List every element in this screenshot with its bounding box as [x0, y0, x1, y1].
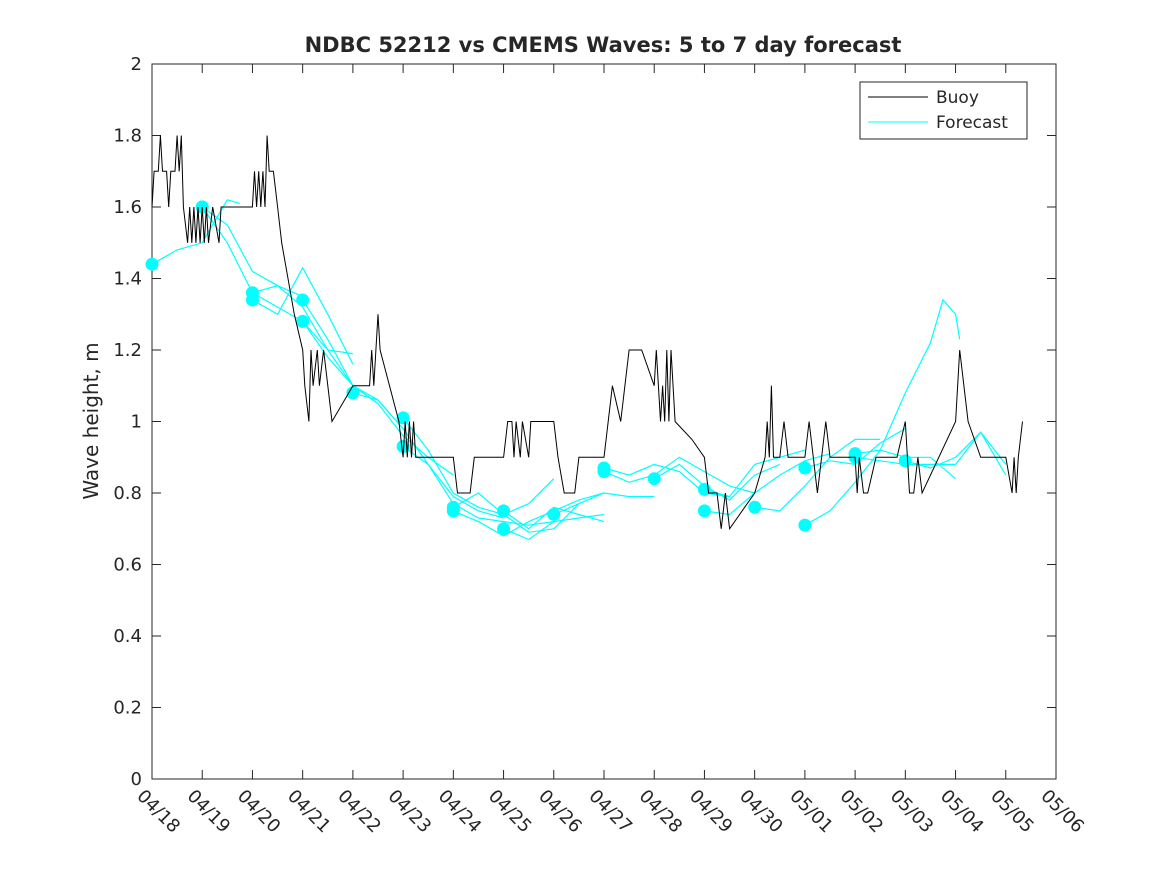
- forecast-line: [402, 417, 555, 516]
- x-tick-label: 05/04: [936, 786, 988, 838]
- x-tick-label: 04/28: [635, 786, 687, 838]
- forecast-start-point: [497, 522, 511, 536]
- y-axis-label: Wave height, m: [79, 342, 103, 499]
- x-tick-label: 05/01: [785, 786, 837, 838]
- forecast-start-point: [145, 257, 159, 271]
- y-tick-label: 0: [131, 769, 142, 790]
- y-tick-label: 1.4: [113, 269, 142, 290]
- forecast-line: [553, 492, 655, 516]
- y-tick-label: 0.4: [113, 626, 142, 647]
- y-tick-label: 1.2: [113, 340, 142, 361]
- forecast-start-point: [396, 411, 410, 425]
- forecast-start-point: [245, 293, 259, 307]
- forecast-line: [704, 453, 831, 516]
- x-tick-label: 04/26: [534, 786, 586, 838]
- x-tick-label: 04/18: [132, 786, 184, 838]
- forecast-line: [302, 299, 429, 465]
- x-tick-label: 05/03: [886, 786, 938, 838]
- y-tick-label: 1: [131, 412, 142, 433]
- forecast-start-point: [898, 454, 912, 468]
- x-tick-label: 05/05: [986, 786, 1038, 838]
- forecast-start-point: [798, 461, 812, 475]
- forecast-line: [503, 513, 605, 541]
- forecast-line: [905, 431, 1007, 469]
- chart-title: NDBC 52212 vs CMEMS Waves: 5 to 7 day fo…: [305, 33, 902, 57]
- y-tick-label: 0.8: [113, 483, 142, 504]
- forecast-start-point: [346, 386, 360, 400]
- forecast-line: [201, 206, 353, 355]
- buoy-line: [151, 135, 1023, 531]
- forecast-line: [201, 206, 303, 297]
- forecast-start-point: [647, 472, 661, 486]
- x-tick-label: 04/29: [685, 786, 737, 838]
- forecast-line: [302, 321, 454, 476]
- forecast-start-point: [798, 518, 812, 532]
- y-tick-label: 0.2: [113, 698, 142, 719]
- legend-label-forecast: Forecast: [936, 113, 1008, 133]
- forecast-start-point: [547, 507, 561, 521]
- x-tick-label: 04/22: [333, 786, 385, 838]
- legend-label-buoy: Buoy: [936, 88, 979, 108]
- x-tick-label: 04/21: [283, 786, 335, 838]
- forecast-line: [453, 492, 580, 533]
- legend: Buoy Forecast: [859, 81, 1028, 140]
- x-tick-label: 04/27: [584, 786, 636, 838]
- y-tick-label: 2: [131, 54, 142, 75]
- forecast-start-point: [697, 504, 711, 518]
- forecast-start-point: [296, 314, 310, 328]
- forecast-start-point: [446, 504, 460, 518]
- forecast-line: [603, 456, 755, 494]
- y-tick-label: 1.8: [113, 126, 142, 147]
- x-tick-label: 04/25: [484, 786, 536, 838]
- forecast-start-point: [748, 500, 762, 514]
- forecast-line: [252, 292, 379, 405]
- y-tick-label: 0.6: [113, 555, 142, 576]
- x-tick-label: 05/06: [1036, 786, 1088, 838]
- forecast-start-point: [296, 293, 310, 307]
- legend-box: [859, 81, 1028, 140]
- forecast-start-point: [497, 504, 511, 518]
- forecast-line: [352, 392, 504, 519]
- x-tick-label: 05/02: [836, 786, 888, 838]
- plot-area: 00.20.40.60.811.21.41.61.8204/1804/1904/…: [113, 54, 1088, 837]
- forecast-start-point: [697, 482, 711, 496]
- x-tick-label: 04/23: [384, 786, 436, 838]
- x-tick-label: 04/30: [735, 786, 787, 838]
- y-tick-label: 1.6: [113, 197, 142, 218]
- forecast-line: [804, 298, 961, 526]
- forecast-line: [252, 266, 354, 365]
- forecast-line: [453, 492, 605, 537]
- x-tick-label: 04/20: [233, 786, 285, 838]
- x-tick-label: 04/24: [434, 786, 486, 838]
- forecast-line: [402, 446, 554, 526]
- forecast-line: [151, 199, 241, 265]
- axes-box: [151, 63, 1057, 780]
- x-tick-label: 04/19: [183, 786, 235, 838]
- forecast-start-point: [597, 465, 611, 479]
- forecast-line: [754, 438, 881, 512]
